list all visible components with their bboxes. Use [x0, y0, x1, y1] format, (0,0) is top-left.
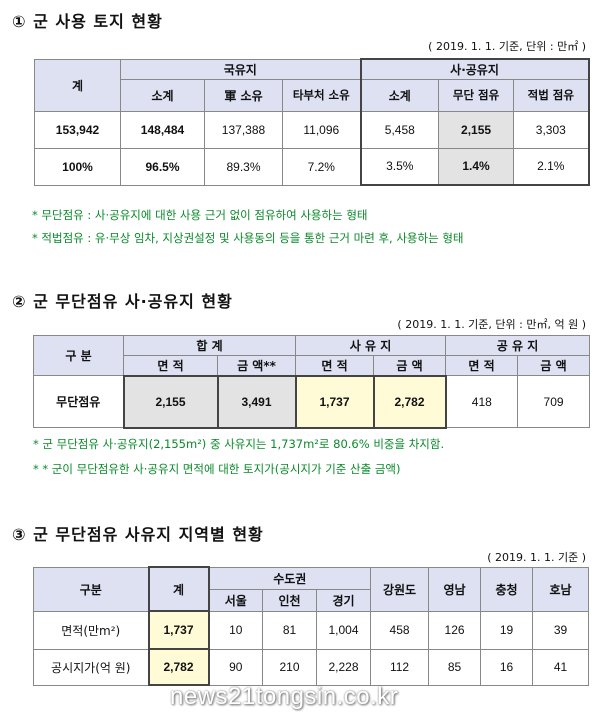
- header-legal: 적법 점유: [513, 78, 590, 112]
- header-subtotal: 소계: [120, 78, 205, 112]
- header-amount: 금 액: [373, 355, 447, 376]
- header-total: 계: [34, 58, 121, 112]
- cell: 458: [370, 610, 430, 650]
- section1-title: ① 군 사용 토지 현황: [12, 12, 163, 31]
- header-category: 구분: [33, 566, 149, 612]
- cell: 1,004: [315, 610, 372, 650]
- cell: 1.4%: [438, 147, 515, 186]
- header-gyeonggi: 경기: [315, 588, 372, 612]
- cell: 137,388: [204, 110, 283, 149]
- cell: 90: [208, 648, 263, 686]
- table-row: 무단점유 2,155 3,491 1,737 2,782 418 709: [33, 374, 591, 429]
- section2-footnote-2: * * 군이 무단점유한 사·공유지 면적에 대한 토지가(공시지가 기준 산출…: [33, 462, 401, 476]
- header-amount: 금 액: [517, 355, 591, 376]
- cell: 3.5%: [359, 147, 440, 186]
- header-category: 구 분: [33, 335, 124, 376]
- section1-unit-note: ( 2019. 1. 1. 기준, 단위 : 만㎡ ): [428, 40, 586, 53]
- header-national-land: 국유지: [119, 58, 362, 80]
- header-area: 면 적: [295, 355, 375, 376]
- section2-title: ② 군 무단점유 사·공유지 현황: [12, 292, 233, 311]
- cell: 7.2%: [281, 147, 362, 186]
- cell: 210: [262, 648, 317, 686]
- section1-footnote-1: * 무단점유 : 사·공유지에 대한 사용 근거 없이 점유하여 사용하는 형태: [32, 208, 368, 222]
- cell: 96.5%: [120, 147, 205, 186]
- cell: 2,155: [438, 110, 515, 149]
- cell: 81: [262, 610, 317, 650]
- cell: 39: [532, 610, 590, 650]
- cell: 112: [370, 648, 430, 686]
- header-honam: 호남: [532, 566, 590, 612]
- table-row: 공시지가(억 원) 2,782 90 210 2,228 112 85 16 4…: [33, 648, 590, 686]
- header-area: 면 적: [445, 355, 519, 376]
- header-seoul: 서울: [208, 588, 263, 612]
- cell: 100%: [34, 147, 121, 186]
- cell: 148,484: [120, 110, 205, 149]
- row-label: 무단점유: [33, 375, 124, 428]
- cell: 2,782: [147, 648, 210, 686]
- header-other-agency: 타부처 소유: [281, 78, 362, 112]
- header-total: 계: [147, 566, 210, 612]
- header-military-owned: 軍 소유: [204, 78, 283, 112]
- header-incheon: 인천: [262, 588, 317, 612]
- cell: 11,096: [281, 110, 362, 149]
- cell: 2,782: [372, 374, 447, 429]
- cell: 1,737: [294, 374, 375, 429]
- cell: 2,155: [122, 374, 219, 429]
- regional-table: 구분 계 수도권 강원도 영남 충청 호남 서울 인천 경기 면적(만m²) 1…: [33, 566, 590, 686]
- cell: 709: [517, 375, 591, 428]
- header-unauthorized: 무단 점유: [438, 78, 515, 112]
- cell: 10: [208, 610, 263, 650]
- cell: 153,942: [34, 110, 121, 149]
- section3-unit-note: ( 2019. 1. 1. 기준 ): [487, 551, 586, 564]
- cell: 85: [428, 648, 482, 686]
- cell: 3,303: [513, 110, 590, 149]
- section1-footnote-2: * 적법점유 : 유·무상 임차, 지상권설정 및 사용동의 등을 통한 근거 …: [32, 231, 464, 245]
- header-chungcheong: 충청: [480, 566, 534, 612]
- cell: 3,491: [216, 374, 297, 429]
- header-capital-area: 수도권: [207, 566, 372, 590]
- header-private-public-land: 사·공유지: [359, 58, 590, 80]
- header-public-land: 공 유 지: [445, 335, 591, 356]
- header-yeongnam: 영남: [428, 566, 482, 612]
- cell: 126: [428, 610, 482, 650]
- header-private-land: 사 유 지: [295, 335, 447, 356]
- table-row: 면적(만m²) 1,737 10 81 1,004 458 126 19 39: [33, 610, 590, 650]
- cell: 41: [532, 648, 590, 686]
- section3-title: ③ 군 무단점유 사유지 지역별 현황: [12, 525, 264, 544]
- section2-unit-note: ( 2019. 1. 1. 기준, 단위 : 만㎡, 억 원 ): [397, 318, 586, 331]
- watermark: news21tongsin.co.kr: [170, 683, 399, 710]
- cell: 89.3%: [204, 147, 283, 186]
- cell: 1,737: [147, 610, 210, 650]
- header-subtotal2: 소계: [359, 78, 440, 112]
- cell: 2,228: [315, 648, 372, 686]
- table-row: 100% 96.5% 89.3% 7.2% 3.5% 1.4% 2.1%: [34, 147, 590, 186]
- unauthorized-occupation-table: 구 분 합 계 사 유 지 공 유 지 면 적 금 액** 면 적 금 액 면 …: [33, 335, 591, 429]
- section2-footnote-1: * 군 무단점유 사·공유지(2,155m²) 중 사유지는 1,737m²로 …: [33, 437, 445, 451]
- cell: 5,458: [359, 110, 440, 149]
- cell: 19: [480, 610, 534, 650]
- cell: 418: [445, 375, 519, 428]
- row-label: 면적(만m²): [33, 610, 149, 650]
- cell: 2.1%: [513, 147, 590, 186]
- header-area: 면 적: [123, 355, 218, 376]
- header-amount: 금 액**: [216, 355, 297, 376]
- row-label: 공시지가(억 원): [33, 648, 149, 686]
- table-row: 153,942 148,484 137,388 11,096 5,458 2,1…: [34, 110, 590, 149]
- header-gangwon: 강원도: [370, 566, 430, 612]
- header-sum: 합 계: [122, 335, 297, 356]
- land-use-table: 계 국유지 사·공유지 소계 軍 소유 타부처 소유 소계 무단 점유 적법 점…: [34, 58, 590, 186]
- cell: 16: [480, 648, 534, 686]
